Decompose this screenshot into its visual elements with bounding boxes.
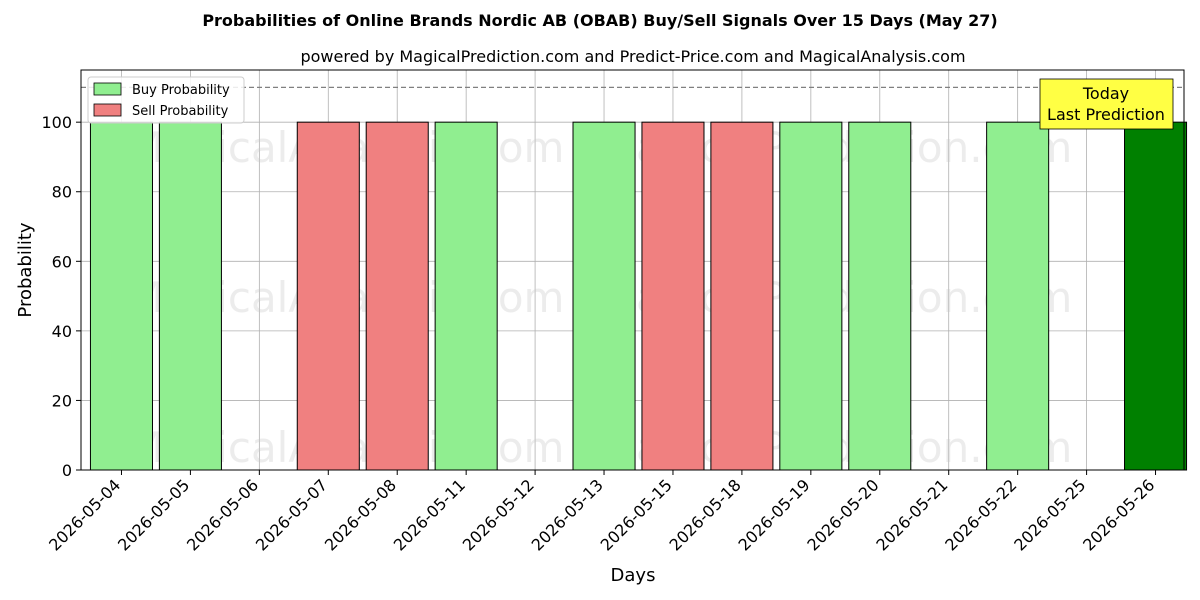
x-tick-label: 2026-05-07: [252, 475, 331, 554]
legend-swatch-sell: [93, 103, 122, 117]
y-tick-label: 20: [52, 391, 72, 410]
today-annotation: Today Last Prediction: [1039, 78, 1174, 130]
x-tick-label: 2026-05-12: [459, 475, 538, 554]
x-tick-label: 2026-05-22: [941, 475, 1020, 554]
bar-buy: [158, 121, 222, 471]
bar-buy: [986, 121, 1050, 471]
bar-sell: [641, 121, 705, 471]
x-tick-label: 2026-05-19: [734, 475, 813, 554]
x-tick-label: 2026-05-13: [528, 475, 607, 554]
legend-label-sell: Sell Probability: [132, 104, 229, 119]
bar-buy: [572, 121, 636, 471]
bar-sell: [296, 121, 360, 471]
chart-subtitle: powered by MagicalPrediction.com and Pre…: [300, 47, 965, 66]
x-tick-label: 2026-05-05: [114, 475, 193, 554]
chart-title: Probabilities of Online Brands Nordic AB…: [202, 11, 997, 30]
legend-label-buy: Buy Probability: [132, 83, 230, 98]
bars: [89, 121, 1188, 471]
x-tick-label: 2026-05-06: [183, 475, 262, 554]
y-tick-label: 60: [52, 252, 72, 271]
y-tick-label: 80: [52, 183, 72, 202]
annotation-line-2: Last Prediction: [1047, 105, 1165, 124]
x-tick-label: 2026-05-18: [666, 475, 745, 554]
x-axis-label: Days: [611, 565, 656, 586]
bar-buy: [1124, 121, 1188, 471]
y-tick-label: 40: [52, 322, 72, 341]
x-tick-label: 2026-05-26: [1079, 475, 1158, 554]
legend-swatch-buy: [93, 82, 122, 96]
x-tick-label: 2026-05-25: [1010, 475, 1089, 554]
x-tick-label: 2026-05-21: [872, 475, 951, 554]
bar-sell: [710, 121, 774, 471]
x-tick-label: 2026-05-08: [321, 475, 400, 554]
bar-buy: [848, 121, 912, 471]
y-tick-label: 0: [62, 461, 72, 480]
bar-buy: [434, 121, 498, 471]
y-tick-label: 100: [41, 113, 72, 132]
x-axis: 2026-05-042026-05-052026-05-062026-05-07…: [45, 470, 1158, 555]
bar-buy: [89, 121, 153, 471]
x-tick-label: 2026-05-04: [45, 475, 124, 554]
y-axis-label: Probability: [15, 222, 36, 317]
annotation-box: [1039, 78, 1174, 130]
legend: Buy Probability Sell Probability: [87, 76, 245, 124]
annotation-line-1: Today: [1082, 84, 1129, 103]
y-axis: 0 20 40 60 80 100: [41, 113, 81, 480]
x-tick-label: 2026-05-15: [597, 475, 676, 554]
plot-frame: [80, 69, 1185, 471]
x-tick-label: 2026-05-20: [803, 475, 882, 554]
x-tick-label: 2026-05-11: [390, 475, 469, 554]
legend-box: [87, 76, 245, 124]
bar-sell: [365, 121, 429, 471]
bar-buy: [779, 121, 843, 471]
